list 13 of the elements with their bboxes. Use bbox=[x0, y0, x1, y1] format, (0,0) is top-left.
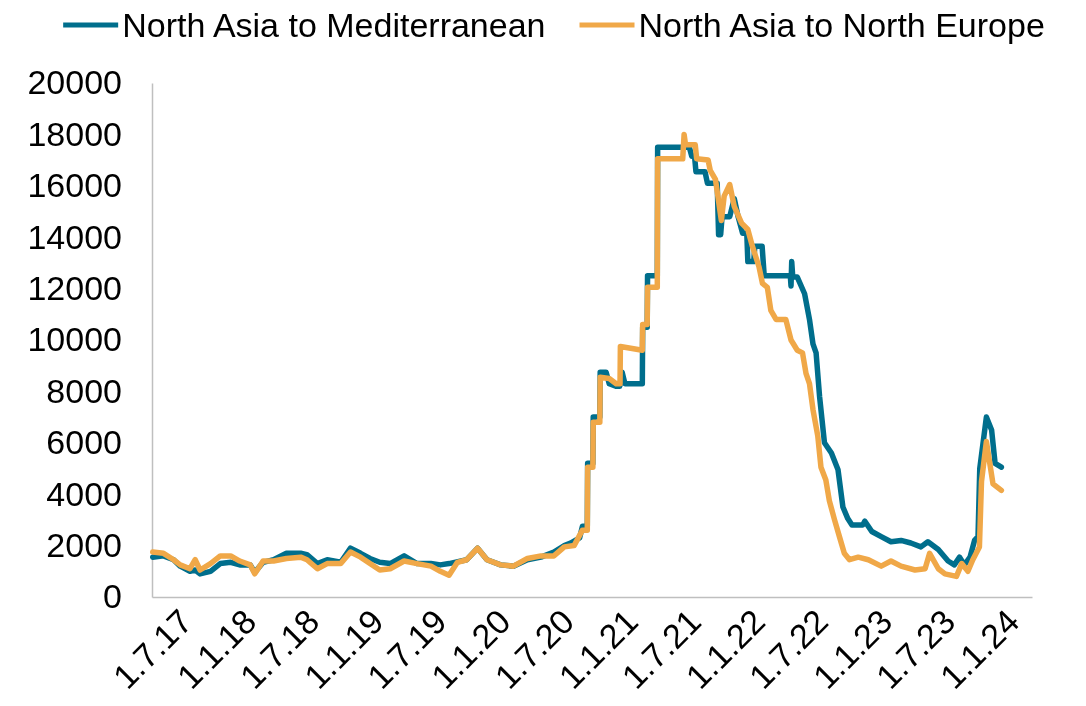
y-tick-label: 6000 bbox=[46, 423, 122, 462]
y-tick-label: 10000 bbox=[27, 320, 122, 359]
y-tick-label: 0 bbox=[103, 577, 122, 616]
y-tick-label: 18000 bbox=[27, 114, 122, 153]
y-tick-label: 20000 bbox=[27, 63, 122, 102]
y-tick-label: 14000 bbox=[27, 217, 122, 256]
y-tick-label: 8000 bbox=[46, 371, 122, 410]
legend-label: North Asia to Mediterranean bbox=[122, 5, 546, 44]
y-tick-label: 4000 bbox=[46, 474, 122, 513]
y-tick-label: 16000 bbox=[27, 166, 122, 205]
y-tick-label: 2000 bbox=[46, 525, 122, 564]
legend-label: North Asia to North Europe bbox=[638, 5, 1045, 44]
y-tick-label: 12000 bbox=[27, 268, 122, 307]
